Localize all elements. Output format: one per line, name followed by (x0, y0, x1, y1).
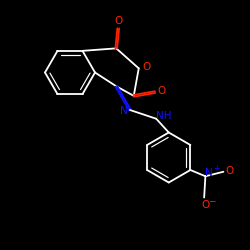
Text: −: − (208, 196, 216, 205)
Text: N: N (204, 168, 212, 178)
Text: O: O (226, 166, 234, 175)
Text: O: O (158, 86, 166, 96)
Text: O: O (114, 16, 123, 26)
Text: O: O (201, 200, 209, 209)
Text: N: N (120, 106, 128, 116)
Text: O: O (142, 62, 150, 72)
Text: +: + (213, 164, 219, 173)
Text: NH: NH (156, 111, 172, 121)
